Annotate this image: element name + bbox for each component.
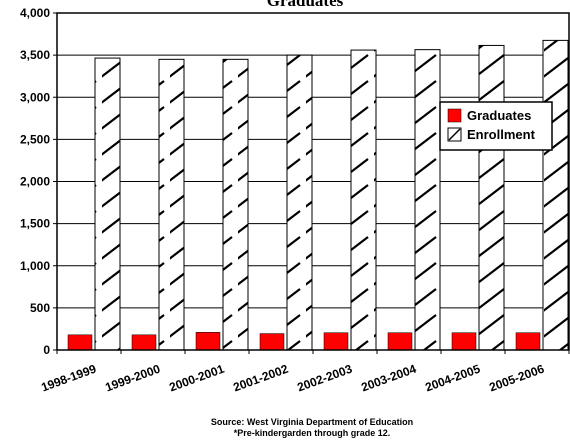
bar-graduates bbox=[67, 334, 93, 351]
x-tick-label: 2003-2004 bbox=[359, 362, 418, 395]
bar-enrollment-hatch bbox=[159, 59, 184, 351]
x-axis: 1998-1999 1999-2000 2000-2001 2001-2002 2002… bbox=[39, 350, 570, 395]
legend: Graduates Enrollment bbox=[439, 101, 553, 151]
y-tick-label: 1,500 bbox=[20, 217, 50, 231]
y-tick-label: 2,500 bbox=[20, 132, 50, 146]
legend-label-graduates: Graduates bbox=[467, 108, 531, 123]
bar-graduates bbox=[515, 332, 541, 351]
y-tick-label: 0 bbox=[43, 343, 50, 357]
y-axis: 0 500 1,000 1,500 2,000 2,500 3,000 3,500 4,000 bbox=[20, 6, 57, 357]
x-tick-label: 2000-2001 bbox=[167, 362, 226, 395]
y-tick-label: 2,000 bbox=[20, 175, 50, 189]
bar-graduates bbox=[259, 333, 285, 351]
gridlines bbox=[57, 54, 569, 309]
bar-enrollment-hatch bbox=[95, 58, 120, 350]
legend-swatch-graduates bbox=[447, 108, 462, 123]
bar-graduates bbox=[323, 332, 349, 351]
legend-label-enrollment: Enrollment bbox=[467, 127, 536, 142]
x-tick-label: 1998-1999 bbox=[39, 362, 98, 395]
x-tick-label: 1999-2000 bbox=[103, 362, 162, 395]
bar-graduates bbox=[131, 334, 157, 351]
bar-enrollment-hatch bbox=[287, 55, 312, 350]
bar-enrollment-hatch bbox=[543, 40, 568, 350]
bar-graduates bbox=[451, 332, 477, 351]
legend-swatch-hatch bbox=[448, 128, 461, 141]
y-tick-label: 1,000 bbox=[20, 259, 50, 273]
bar-enrollment-hatch bbox=[351, 50, 376, 350]
x-tick-label: 2001-2002 bbox=[231, 362, 290, 395]
y-tick-label: 4,000 bbox=[20, 6, 50, 20]
x-tick-label: 2005-2006 bbox=[487, 362, 546, 395]
chart-title: Graduates bbox=[267, 0, 344, 10]
x-tick-label: 2004-2005 bbox=[423, 362, 482, 395]
source-note: Source: West Virginia Department of Educ… bbox=[211, 417, 413, 427]
bar-enrollment-hatch bbox=[479, 45, 504, 350]
x-tick-label: 2002-2003 bbox=[295, 362, 354, 395]
bars bbox=[67, 39, 569, 351]
y-tick-label: 3,000 bbox=[20, 90, 50, 104]
bar-graduates bbox=[195, 332, 221, 351]
y-tick-label: 500 bbox=[30, 301, 50, 315]
footnote: *Pre-kindergarden through grade 12. bbox=[234, 428, 391, 438]
y-tick-label: 3,500 bbox=[20, 48, 50, 62]
bar-enrollment-hatch bbox=[223, 59, 248, 351]
bar-graduates bbox=[387, 332, 413, 351]
bar-enrollment-hatch bbox=[415, 49, 440, 351]
